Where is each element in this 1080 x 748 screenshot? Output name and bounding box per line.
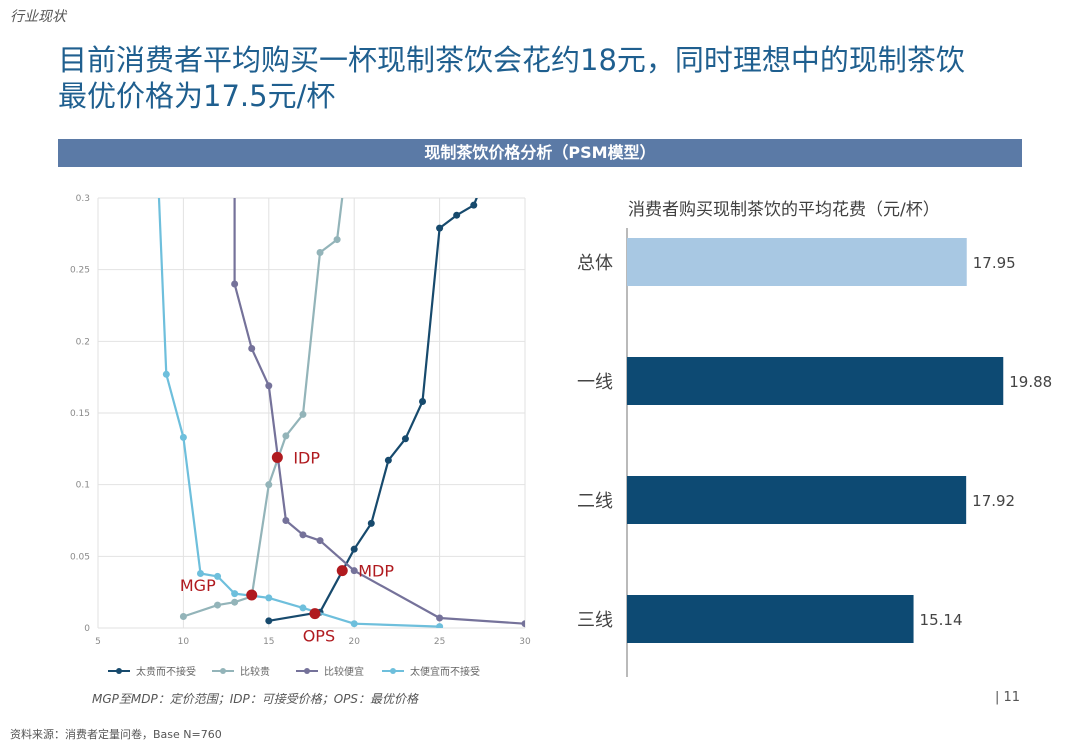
series-point [333, 236, 341, 244]
psm-legend: 太贵而不接受 比较贵 比较便宜 太便宜而不接受 [108, 665, 480, 678]
series-point [162, 370, 170, 378]
bar-series: 总体 17.95 一线 19.88 二线 17.92 三线 15.14 [577, 228, 1052, 677]
spend-bar-chart: 消费者购买现制茶饮的平均花费（元/杯） 总体 17.95 一线 19.88 二线 17.9… [577, 200, 1052, 677]
section-banner: 现制茶饮价格分析（PSM模型） [58, 139, 1022, 167]
bar [627, 357, 1004, 405]
series-point [231, 598, 239, 606]
section-tag: 行业现状 [10, 9, 66, 25]
marker-ops [309, 608, 321, 620]
bar-value-label: 17.92 [972, 492, 1015, 510]
series-point [231, 590, 239, 598]
psm-grid [97, 197, 526, 629]
bar-value-label: 19.88 [1009, 373, 1052, 391]
bar-category-label: 一线 [577, 372, 613, 393]
series-line-4 [157, 198, 440, 628]
headline-line-2: 最优价格为17.5元/杯 [58, 79, 336, 113]
marker-mdp [336, 565, 348, 577]
bar-chart-title: 消费者购买现制茶饮的平均花费（元/杯） [628, 200, 940, 220]
x-tick-label: 5 [95, 637, 101, 647]
psm-axis-labels: 5 10 15 20 25 30 0 0.05 0.1 0.15 0.2 0.25 0.3 [70, 194, 531, 647]
series-point [265, 481, 273, 489]
source-note: 资料来源：消费者定量问卷，Base N=760 [10, 728, 222, 741]
series-point [282, 517, 290, 524]
series-line-3 [233, 198, 525, 625]
series-point [265, 594, 273, 602]
bar [627, 238, 967, 286]
label-mdp: MDP [358, 562, 394, 581]
legend-marker [390, 668, 396, 674]
legend-marker [116, 668, 122, 674]
series-point [436, 614, 444, 622]
series-line-2 [183, 198, 344, 618]
series-point [179, 613, 187, 621]
label-idp: IDP [293, 448, 320, 467]
series-point [350, 545, 358, 553]
y-tick-label: 0.15 [70, 409, 90, 419]
legend-label: 太便宜而不接受 [410, 665, 480, 678]
series-point [282, 432, 290, 440]
psm-series-clip [157, 198, 525, 628]
series-point [248, 345, 256, 352]
y-tick-label: 0 [84, 624, 90, 634]
series-point [179, 433, 187, 441]
series-point [299, 604, 307, 612]
legend-label: 太贵而不接受 [136, 665, 196, 678]
y-tick-label: 0.1 [76, 481, 90, 491]
series-point [350, 567, 358, 575]
footnote: MGP至MDP：定价范围；IDP：可接受价格；OPS：最优价格 [92, 692, 419, 706]
series-point [299, 410, 307, 418]
x-tick-label: 10 [178, 637, 190, 647]
series-point [367, 519, 375, 527]
x-tick-label: 20 [348, 637, 360, 647]
series-point [350, 620, 358, 628]
series-point [214, 601, 222, 609]
legend-marker [220, 668, 226, 674]
series-point [384, 456, 392, 464]
bar-value-label: 17.95 [973, 254, 1016, 272]
legend-marker [304, 668, 310, 674]
series-point [231, 280, 239, 288]
psm-chart: 5 10 15 20 25 30 0 0.05 0.1 0.15 0.2 0.25 0.3 MGP IDP… [70, 194, 531, 678]
headline-line-1: 目前消费者平均购买一杯现制茶饮会花约18元，同时理想中的现制茶饮 [58, 43, 965, 77]
series-point [214, 572, 222, 580]
series-point [265, 382, 273, 390]
label-mgp: MGP [180, 576, 216, 595]
legend-label: 比较便宜 [324, 665, 364, 678]
bar-category-label: 三线 [577, 610, 613, 631]
bar-category-label: 二线 [577, 491, 613, 512]
series-point [316, 248, 324, 256]
marker-idp [271, 451, 283, 463]
series-point [265, 617, 273, 625]
series-point [470, 201, 478, 209]
bar [627, 476, 967, 524]
psm-series [157, 198, 525, 628]
bar-category-label: 总体 [577, 253, 613, 274]
page-headline: 目前消费者平均购买一杯现制茶饮会花约18元，同时理想中的现制茶饮 最优价格为17… [58, 42, 1058, 114]
psm-annotations: MGP IDP MDP OPS [180, 448, 395, 645]
series-point [196, 570, 204, 578]
y-tick-label: 0.3 [76, 194, 90, 204]
series-line-1 [268, 198, 478, 622]
x-tick-label: 30 [519, 637, 531, 647]
x-tick-label: 25 [434, 637, 445, 647]
series-point [419, 398, 427, 406]
label-ops: OPS [303, 627, 335, 646]
bar-value-label: 15.14 [920, 611, 963, 629]
bar [627, 595, 914, 643]
series-point [453, 211, 461, 219]
y-tick-label: 0.05 [70, 552, 90, 562]
legend-label: 比较贵 [240, 665, 270, 678]
y-tick-label: 0.25 [70, 266, 90, 276]
series-point [436, 224, 444, 232]
marker-mgp [246, 589, 258, 601]
y-tick-label: 0.2 [76, 337, 90, 347]
series-point [316, 537, 324, 545]
x-tick-label: 15 [263, 637, 274, 647]
series-point [436, 623, 444, 628]
series-point [401, 435, 409, 443]
series-point [521, 620, 525, 628]
page-number: | 11 [995, 690, 1021, 705]
series-point [299, 531, 307, 539]
